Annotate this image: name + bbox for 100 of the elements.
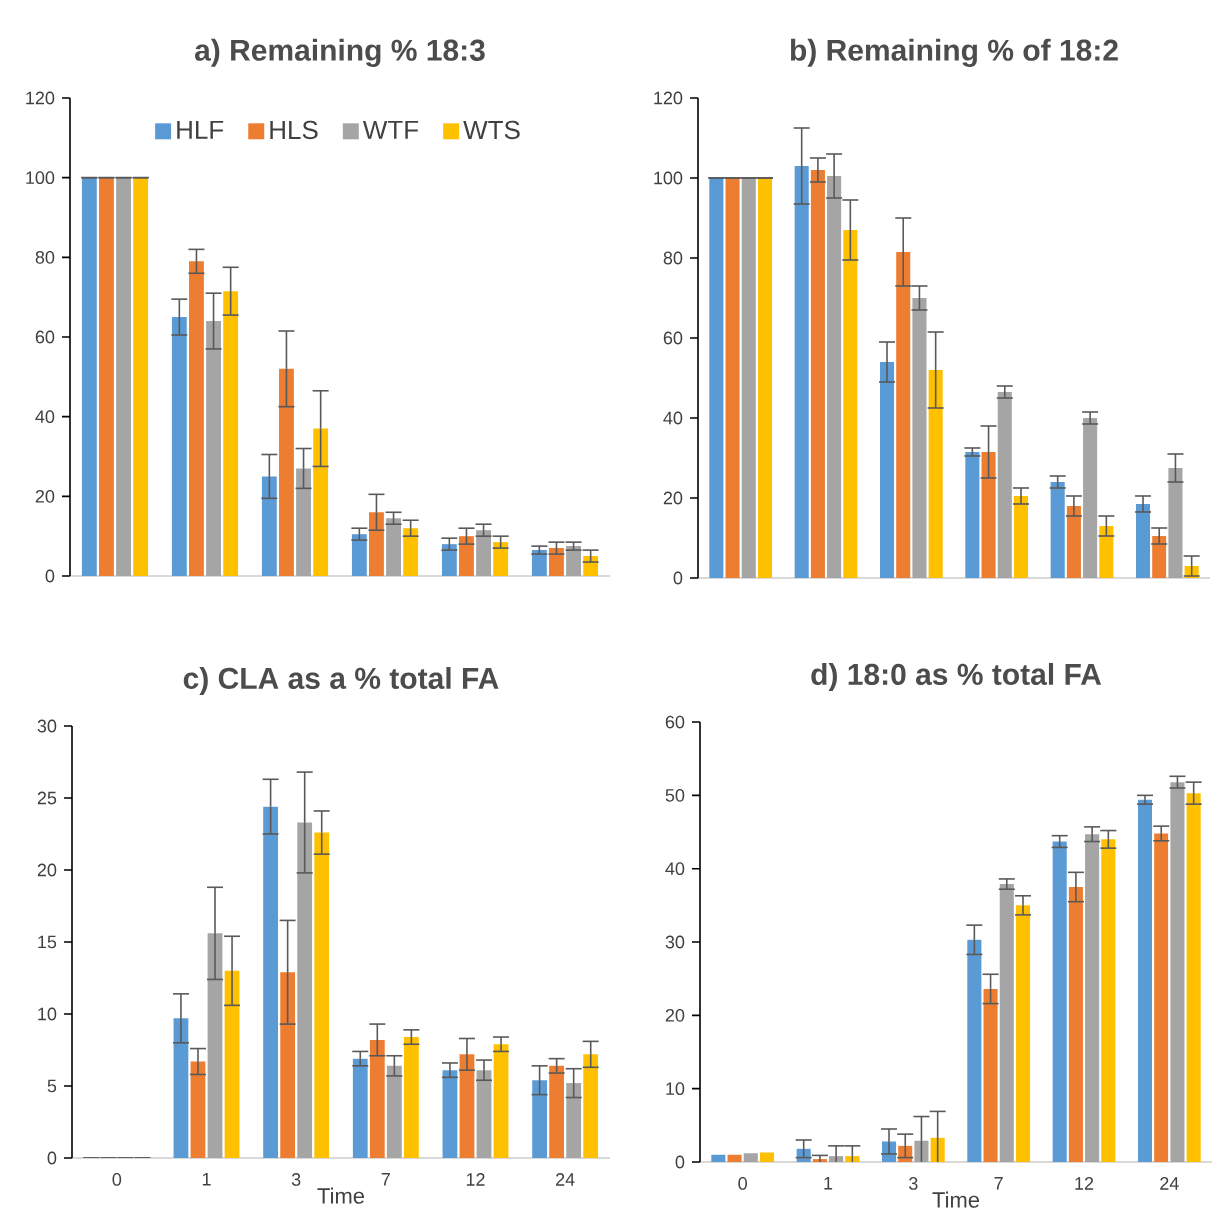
y-tick-label: 120 [26,91,55,105]
y-tick-label: 0 [673,571,683,585]
bar [810,169,825,578]
bar [223,291,239,576]
y-tick-label: 40 [35,410,55,424]
y-tick-label: 0 [45,569,55,583]
chart-title: c) CLA as a % total FA [183,666,499,695]
x-tick-label: 12 [466,1173,485,1186]
bar [1015,905,1031,1162]
bar [369,512,384,576]
x-tick-label: 12 [1075,1177,1094,1190]
bar [709,177,724,578]
y-tick-label: 60 [35,330,55,344]
bar [133,177,149,576]
bar [207,933,223,1158]
bar [583,1054,599,1158]
bar [206,321,221,576]
bar [1013,495,1029,578]
x-tick-label: 1 [824,1177,833,1190]
bar [967,939,982,1162]
bar [928,369,943,578]
bar [741,177,756,578]
bar [173,1018,189,1158]
bar [263,806,279,1158]
bar [171,317,187,576]
bar [1066,506,1081,578]
legend-label: WTS [463,120,520,140]
x-axis-title: Time [317,1187,365,1204]
legend-label: HLS [270,120,318,140]
bar [1152,535,1167,578]
bar [759,1152,775,1162]
bar [386,1065,402,1158]
bar [459,1054,475,1158]
bar [476,1070,492,1158]
y-tick-label: 20 [663,491,683,505]
y-tick-label: 80 [663,251,683,265]
y-tick-label: 25 [37,791,57,805]
bar [727,1154,742,1162]
bar [190,1061,206,1158]
bar [493,1044,509,1158]
bar [1050,481,1065,578]
y-tick-label: 30 [665,935,685,949]
bar [297,822,313,1158]
bar [879,361,895,578]
bar [794,165,809,578]
x-tick-label: 24 [556,1173,575,1186]
chart-title: d) 18:0 as % total FA [811,662,1102,691]
bar [912,297,927,578]
bar [99,177,114,576]
y-tick-label: 50 [665,788,685,802]
bar [1099,525,1114,578]
bar [1168,468,1183,578]
bar [983,988,998,1162]
bar [261,476,277,576]
bar [403,1037,419,1158]
bar [1170,782,1185,1162]
bar [896,252,911,578]
bar [313,428,329,576]
x-tick-label: 3 [291,1173,301,1186]
x-tick-label: 0 [112,1173,122,1186]
bar [493,542,509,576]
bar [981,451,996,578]
bar [999,884,1014,1162]
bar [1186,793,1201,1162]
bar [549,1065,565,1158]
y-tick-label: 15 [38,935,57,949]
bar [352,1058,368,1158]
bar [532,1080,547,1158]
legend-label: HLF [177,120,224,139]
bar [296,468,311,576]
y-tick-label: 0 [47,1151,57,1165]
x-tick-label: 3 [909,1177,918,1190]
bar [476,530,491,576]
x-tick-label: 7 [381,1173,390,1186]
x-tick-label: 24 [1160,1177,1179,1190]
x-tick-label: 1 [202,1173,211,1186]
bar [843,229,858,578]
y-tick-label: 10 [666,1082,685,1096]
y-tick-label: 100 [654,171,683,185]
bar [827,175,842,578]
bar [403,528,419,576]
chart-title: b) Remaining % of 18:2 [790,38,1118,67]
bar [1137,799,1153,1162]
bar [314,832,330,1158]
bar [1085,834,1100,1162]
bar [81,177,97,576]
bar [1154,833,1169,1162]
bar [743,1153,758,1162]
bar [386,518,401,576]
bar [369,1039,385,1158]
y-tick-label: 0 [675,1155,685,1169]
bar [1068,887,1083,1162]
bar [442,1070,458,1158]
y-tick-label: 5 [47,1079,57,1093]
bar [566,1083,582,1158]
bar [711,1154,726,1162]
bar [116,177,131,576]
bar [997,391,1012,578]
y-tick-label: 100 [26,171,55,185]
bar [280,972,296,1158]
